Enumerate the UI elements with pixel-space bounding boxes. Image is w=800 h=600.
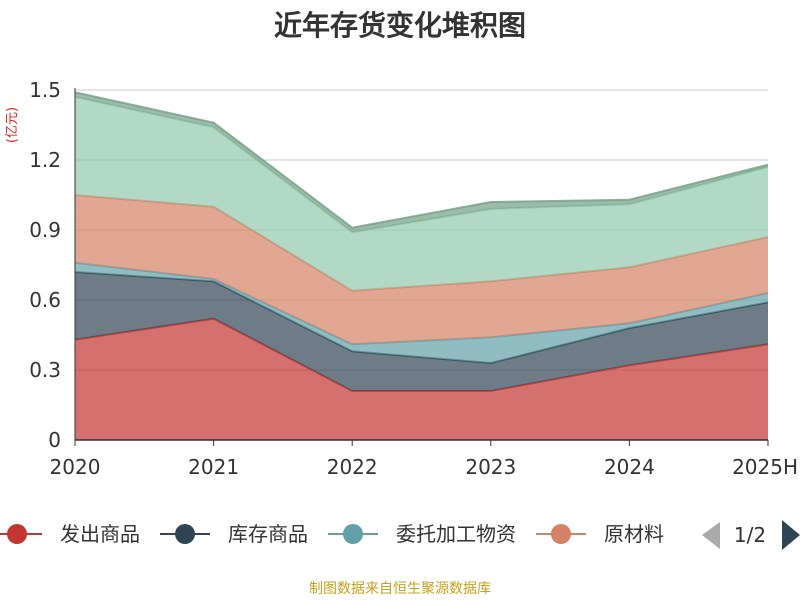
legend-label: 发出商品	[60, 522, 140, 546]
area-series-4	[75, 97, 768, 291]
data-source-note: 制图数据来自恒生聚源数据库	[309, 581, 491, 597]
legend-marker	[7, 524, 27, 544]
x-tick-label: 2023	[465, 455, 516, 479]
x-tick-label: 2024	[604, 455, 655, 479]
legend-items: 发出商品 库存商品 委托加工物资 原材料	[0, 522, 664, 546]
legend: 发出商品 库存商品 委托加工物资 原材料 1/2	[0, 520, 800, 550]
legend-label: 库存商品	[228, 522, 308, 546]
y-tick-label: 1.2	[29, 148, 61, 172]
y-tick-label: 0.3	[29, 358, 61, 382]
x-tick-label: 2020	[50, 455, 101, 479]
legend-label: 原材料	[604, 522, 664, 546]
area-series-1	[75, 272, 768, 391]
legend-label: 委托加工物资	[396, 522, 516, 546]
x-tick-label: 2022	[327, 455, 378, 479]
y-tick-label: 0.9	[29, 218, 61, 242]
axes: 0 0.3 0.6 0.9 1.2 1.5 2020 2021 2022 2023 2024 2025…	[29, 78, 798, 479]
area-series-0	[75, 318, 768, 440]
y-tick-label: 0.6	[29, 288, 61, 312]
legend-item[interactable]: 原材料	[536, 522, 664, 546]
area-series-line-5	[74, 91, 769, 229]
chart-title: 近年存货变化堆积图	[273, 9, 526, 42]
legend-marker	[343, 524, 363, 544]
legend-marker	[551, 524, 571, 544]
y-axis-label: (亿元)	[5, 107, 20, 143]
legend-page-indicator: 1/2	[734, 523, 766, 547]
legend-item[interactable]: 库存商品	[160, 522, 308, 546]
x-tick-label: 2025H	[732, 455, 798, 479]
legend-marker	[175, 524, 195, 544]
y-tick-label: 0	[48, 428, 61, 452]
legend-next-page-icon[interactable]	[782, 520, 800, 550]
area-series	[74, 91, 769, 440]
legend-prev-page-icon[interactable]	[702, 522, 720, 549]
legend-item[interactable]: 发出商品	[0, 522, 140, 546]
x-tick-label: 2021	[188, 455, 239, 479]
area-series-3	[75, 195, 768, 345]
area-series-2	[75, 262, 768, 363]
legend-item[interactable]: 委托加工物资	[328, 522, 516, 546]
y-tick-label: 1.5	[29, 78, 61, 102]
